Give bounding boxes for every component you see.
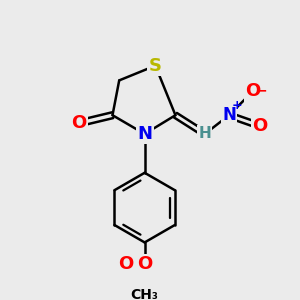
Text: O: O: [245, 82, 261, 100]
Text: O: O: [137, 255, 152, 273]
Text: O: O: [71, 114, 87, 132]
Text: +: +: [231, 98, 242, 112]
Text: CH₃: CH₃: [131, 288, 159, 300]
Text: H: H: [199, 127, 211, 142]
Text: O: O: [118, 255, 133, 273]
Text: N: N: [222, 106, 236, 124]
Text: O: O: [252, 117, 267, 135]
Text: −: −: [256, 84, 268, 98]
Text: S: S: [149, 57, 162, 75]
Text: N: N: [137, 125, 152, 143]
